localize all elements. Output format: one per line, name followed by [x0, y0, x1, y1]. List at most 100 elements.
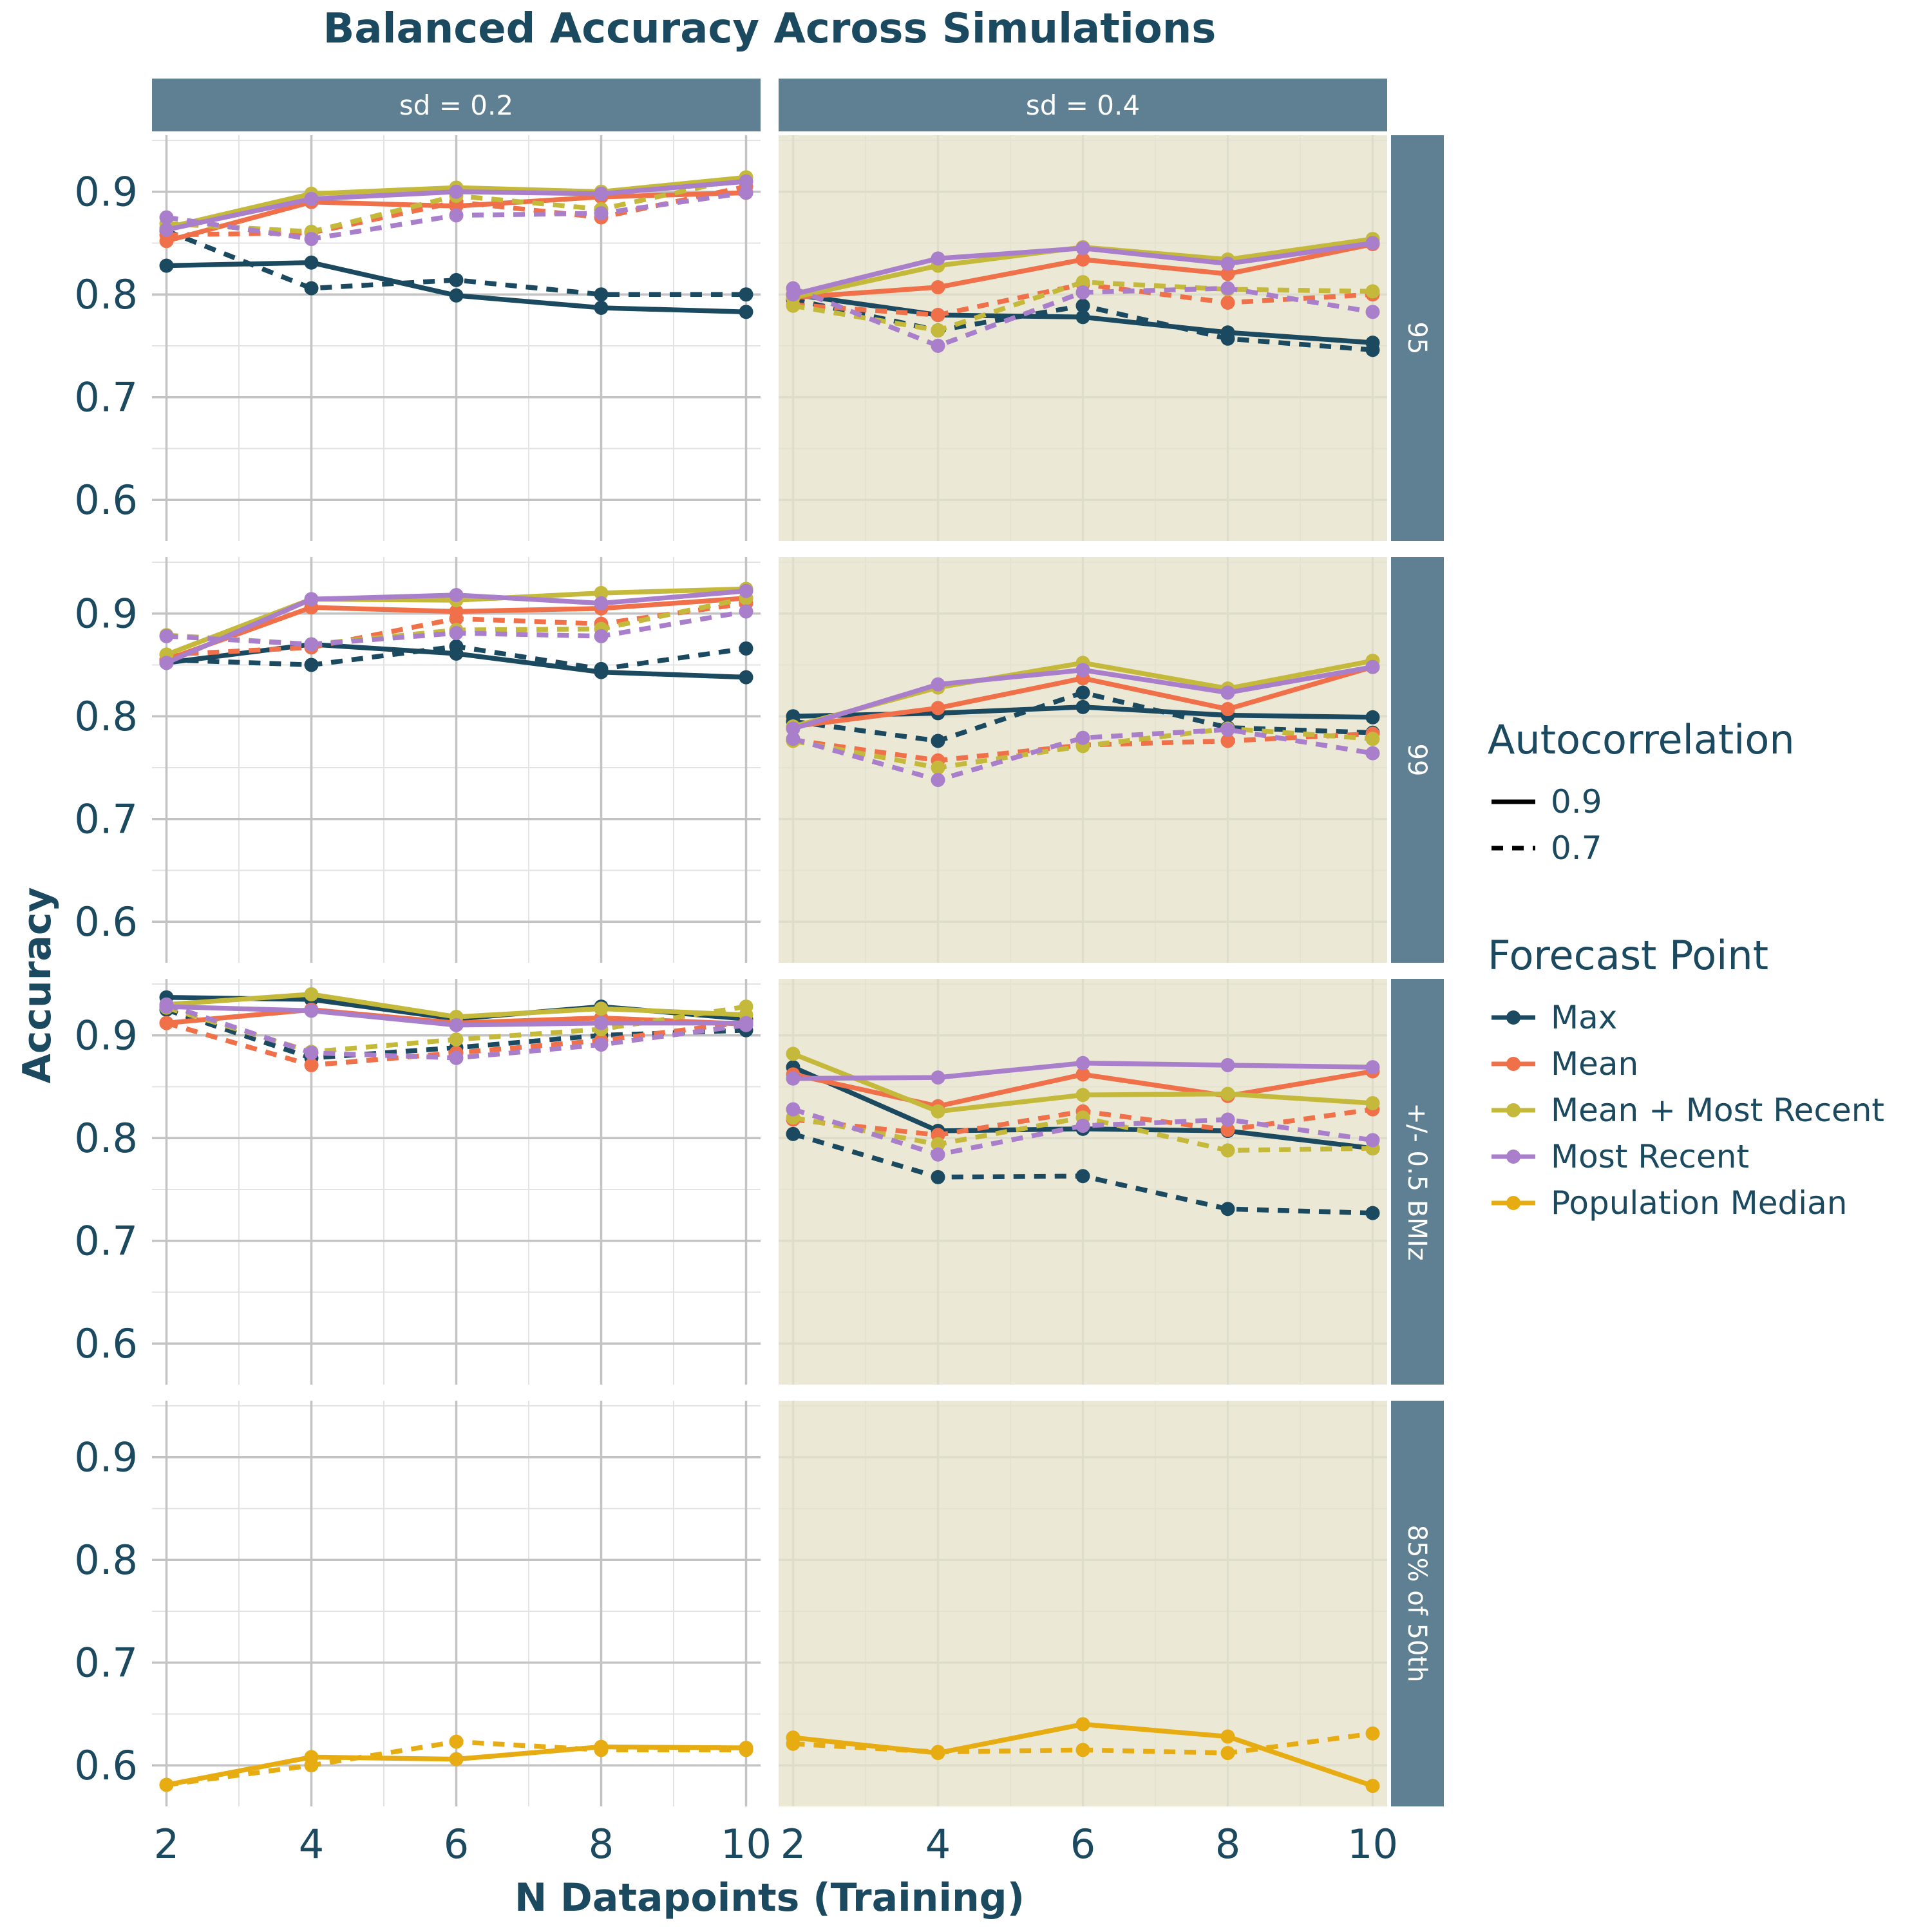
data-point: [449, 272, 464, 287]
data-point: [786, 1046, 800, 1061]
y-tick-label: 0.7: [74, 1640, 138, 1687]
data-point: [739, 999, 753, 1014]
row-strip-85-of-50th: 85% of 50th: [1391, 1401, 1444, 1806]
y-tick-label: 0.7: [74, 796, 138, 843]
legend-label: Mean + Most Recent: [1551, 1092, 1884, 1129]
data-point: [1220, 295, 1235, 310]
series-most-recent-ac-0-9: [159, 583, 753, 670]
row-strip-label: 99: [1402, 744, 1432, 777]
data-point: [786, 721, 800, 736]
data-point: [304, 232, 319, 247]
data-point: [1365, 732, 1380, 746]
panel-99-sd-0-4: [779, 557, 1387, 963]
data-point: [1075, 1717, 1090, 1732]
series-max-ac-0-9: [159, 255, 753, 319]
legend-key-point: [1506, 1103, 1520, 1117]
legend-item-autocorrelation-0-7: 0.7: [1492, 829, 1602, 867]
series-max-ac-0-7: [786, 1126, 1380, 1220]
data-point: [449, 626, 464, 641]
data-point: [1365, 284, 1380, 299]
data-point: [739, 185, 753, 200]
data-point: [931, 280, 945, 295]
data-point: [739, 1743, 753, 1757]
row-strip-label: +/- 0.5 BMIz: [1402, 1103, 1432, 1260]
data-point: [739, 670, 753, 685]
legend-key-point: [1506, 1196, 1520, 1210]
data-point: [1365, 343, 1380, 357]
data-point: [449, 288, 464, 303]
data-point: [1220, 281, 1235, 296]
x-tick-label: 4: [299, 1821, 324, 1868]
chart-title: Balanced Accuracy Across Simulations: [323, 5, 1217, 53]
data-point: [1075, 1088, 1090, 1103]
data-point: [1075, 1067, 1090, 1082]
data-point: [739, 604, 753, 619]
data-point: [304, 592, 319, 607]
data-point: [159, 629, 174, 643]
data-point: [1220, 331, 1235, 346]
data-point: [594, 629, 609, 643]
panel-85-of-50th-sd-0-2: 0.6 0.7 0.8 0.9 2 4 6 8 10: [74, 1401, 772, 1868]
series-most-recent-ac-0-9: [786, 659, 1380, 736]
data-point: [931, 1147, 945, 1162]
data-point: [931, 773, 945, 788]
x-tick-label: 2: [154, 1821, 179, 1868]
data-point: [594, 300, 609, 315]
data-point: [1075, 1119, 1090, 1133]
legend-key-point: [1506, 1150, 1520, 1164]
data-point: [786, 281, 800, 296]
series-most-recent-ac-0-9: [159, 174, 753, 237]
legend-key-point: [1506, 1057, 1520, 1071]
data-point: [1075, 241, 1090, 256]
x-tick-label: 10: [1347, 1821, 1398, 1868]
legend-item-mean: Mean: [1492, 1045, 1638, 1083]
data-point: [594, 206, 609, 221]
data-point: [1365, 305, 1380, 319]
series-mean-most-recent-ac-0-9: [786, 1046, 1380, 1119]
data-point: [786, 1736, 800, 1751]
data-point: [159, 1016, 174, 1030]
series-most-recent-ac-0-7: [159, 604, 753, 652]
legend-label: Population Median: [1551, 1184, 1847, 1222]
x-tick-label: 2: [781, 1821, 806, 1868]
y-tick-label: 0.9: [74, 1012, 138, 1059]
data-point: [1220, 1143, 1235, 1158]
x-tick-label: 8: [589, 1821, 614, 1868]
data-point: [739, 583, 753, 598]
data-point: [159, 222, 174, 237]
data-point: [1365, 710, 1380, 724]
panel-95-sd-0-4: [779, 135, 1387, 541]
data-point: [449, 611, 464, 626]
y-tick-label: 0.9: [74, 169, 138, 216]
series-most-recent-ac-0-7: [786, 722, 1380, 788]
data-point: [1220, 1122, 1235, 1137]
data-point: [449, 184, 464, 199]
panel-0-5-bmiz-sd-0-4: [779, 979, 1387, 1385]
data-point: [594, 1016, 609, 1030]
y-tick-label: 0.7: [74, 374, 138, 421]
y-tick-label: 0.8: [74, 1537, 138, 1584]
data-point: [449, 639, 464, 654]
row-strip-bg: [1391, 1401, 1444, 1806]
data-point: [594, 287, 609, 302]
data-point: [739, 305, 753, 319]
data-point: [1220, 1746, 1235, 1761]
x-tick-label: 6: [1070, 1821, 1095, 1868]
legend-label: Mean: [1551, 1045, 1638, 1083]
y-tick-label: 0.9: [74, 591, 138, 638]
row-strip-label: 85% of 50th: [1402, 1525, 1432, 1683]
panel-99-sd-0-2: 0.6 0.7 0.8 0.9: [74, 557, 761, 963]
data-point: [159, 656, 174, 670]
data-point: [931, 308, 945, 323]
panel-0-5-bmiz-sd-0-2: 0.6 0.7 0.8 0.9: [74, 979, 761, 1385]
data-point: [786, 1102, 800, 1117]
data-point: [1220, 256, 1235, 271]
row-strip-bg: [1391, 979, 1444, 1385]
data-point: [931, 701, 945, 715]
data-point: [931, 760, 945, 775]
data-point: [159, 997, 174, 1012]
data-point: [304, 1057, 319, 1072]
data-point: [1220, 685, 1235, 700]
data-point: [594, 186, 609, 201]
y-tick-label: 0.6: [74, 477, 138, 524]
